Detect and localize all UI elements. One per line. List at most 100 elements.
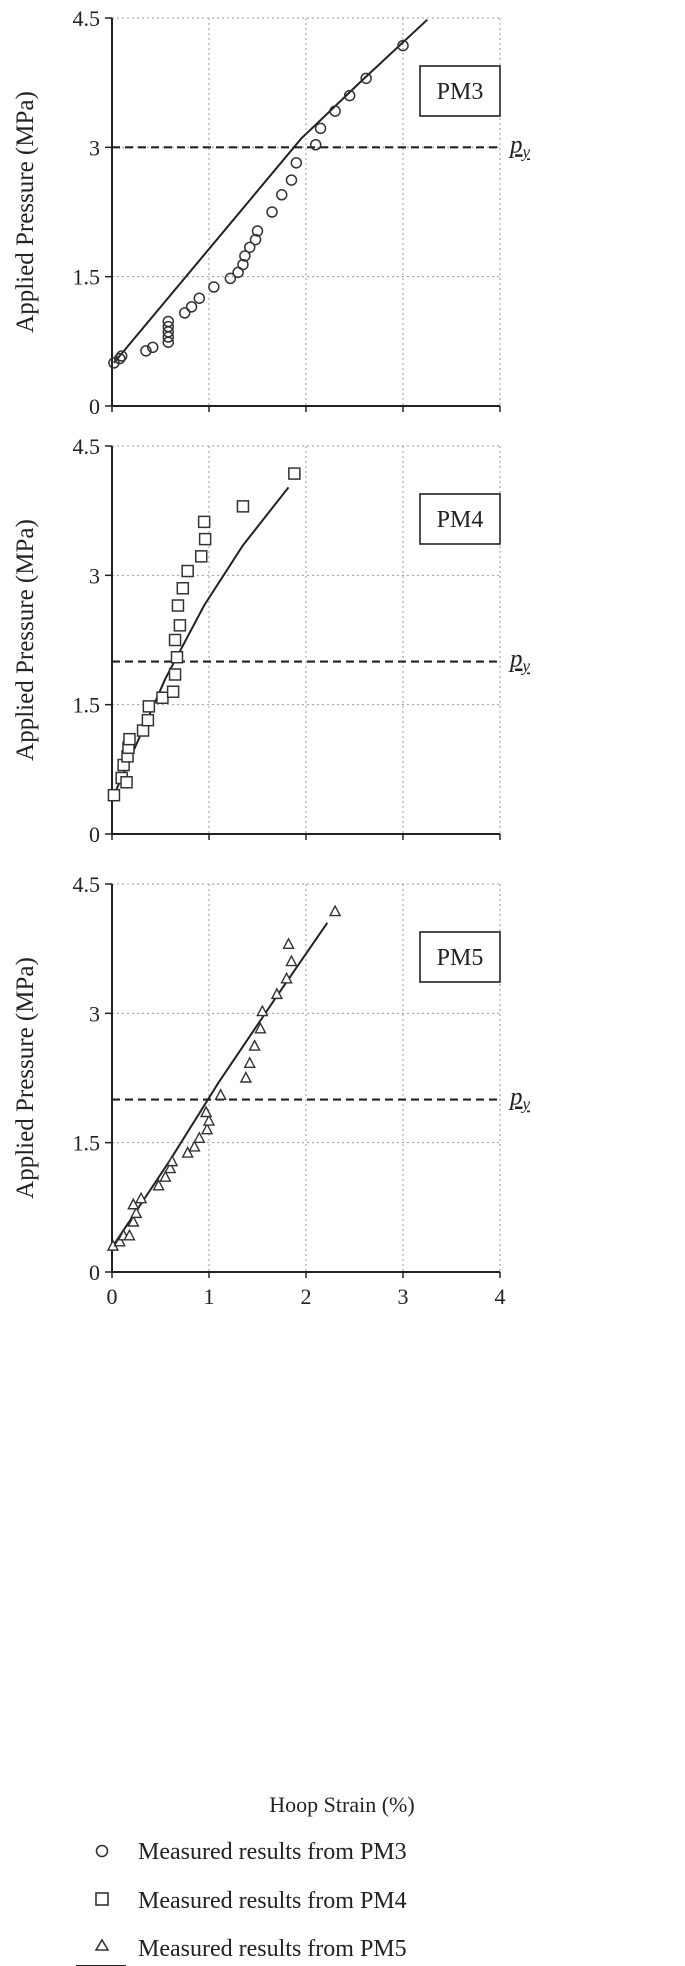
x-tick-label: 1: [204, 1284, 215, 1309]
data-point-pm3: [285, 174, 298, 186]
data-point-pm3: [179, 307, 191, 319]
data-point-pm3: [239, 250, 251, 262]
y-tick-label: 3: [89, 563, 100, 588]
legend-marker-circle: [95, 1844, 109, 1858]
data-point-pm3: [243, 241, 256, 254]
legend-label-pm3: Measured results from PM3: [138, 1839, 407, 1865]
data-point-pm5: [193, 1131, 206, 1144]
data-point-pm4: [168, 633, 182, 647]
legend-label-pm4: Measured results from PM4: [138, 1888, 407, 1914]
data-point-pm3: [249, 233, 262, 246]
theoretical-curve: [113, 18, 428, 364]
data-point-pm5: [282, 937, 295, 950]
data-point-pm4: [194, 550, 208, 563]
data-point-pm4: [120, 776, 133, 789]
data-point-pm3: [314, 122, 327, 135]
data-point-pm4: [176, 582, 190, 595]
data-point-pm5: [130, 1206, 143, 1219]
data-point-pm5: [248, 1039, 261, 1051]
data-point-pm5: [239, 1070, 253, 1083]
yield-pressure-label: py: [508, 1084, 531, 1114]
data-point-pm3: [309, 138, 322, 151]
data-point-pm3: [140, 345, 152, 357]
data-point-pm5: [164, 1161, 177, 1174]
data-point-pm5: [256, 1004, 269, 1017]
data-point-pm3: [162, 315, 175, 328]
yield-pressure-label: py: [508, 646, 531, 676]
y-tick-label: 1.5: [73, 1131, 101, 1156]
y-tick-label: 4.5: [73, 6, 101, 31]
data-point-pm4: [198, 532, 212, 546]
y-axis-label: Applied Pressure (MPa): [12, 519, 39, 761]
data-point-pm3: [397, 39, 409, 52]
data-point-pm3: [251, 225, 264, 237]
data-point-pm4: [141, 713, 155, 727]
data-point-pm3: [237, 258, 249, 271]
y-tick-label: 4.5: [73, 872, 101, 897]
y-tick-label: 0: [89, 394, 100, 419]
y-tick-label: 3: [89, 1001, 100, 1026]
data-point-pm5: [113, 1234, 126, 1247]
data-point-pm5: [200, 1122, 214, 1135]
theoretical-curve: [112, 922, 329, 1247]
y-tick-label: 0: [89, 1260, 100, 1285]
x-tick-label: 0: [107, 1284, 118, 1309]
data-point-pm3: [276, 189, 288, 201]
y-tick-label: 1.5: [73, 265, 101, 290]
data-point-pm3: [224, 272, 237, 285]
panel-pm3: 0 1.5 3 4.5 Applied Pressure (MPa) py PM3: [12, 6, 531, 419]
y-axis-label: Applied Pressure (MPa): [12, 957, 39, 1199]
data-point-pm5: [285, 954, 298, 967]
data-point-pm3: [114, 352, 126, 365]
data-point-pm4: [171, 599, 185, 612]
yield-pressure-subscript: y: [521, 657, 531, 676]
yield-pressure-label: py: [508, 131, 531, 161]
y-tick-label: 3: [89, 135, 100, 160]
data-point-pm3: [185, 301, 198, 313]
data-point-pm5: [270, 987, 284, 1000]
data-point-pm4: [173, 619, 187, 632]
panel-pm4: 0 1.5 3 4.5 Applied Pressure (MPa) py PM4: [12, 434, 531, 847]
data-point-pm5: [328, 904, 342, 917]
yield-pressure-subscript: y: [521, 142, 531, 161]
data-point-pm4: [168, 668, 182, 681]
data-point-pm5: [199, 1105, 213, 1118]
chart-panels: 0 1.5 3 4.5 Applied Pressure (MPa) py PM3 0 1.5 3…: [12, 6, 531, 1309]
data-point-pm5: [159, 1170, 172, 1182]
data-point-pm4: [142, 700, 156, 713]
data-point-pm4: [107, 788, 121, 802]
x-axis-label: Hoop Strain (%): [269, 1792, 414, 1817]
data-point-pm5: [123, 1228, 136, 1241]
panel-label: PM5: [437, 945, 484, 971]
data-point-pm3: [162, 320, 175, 333]
x-tick-label: 2: [301, 1284, 312, 1309]
data-point-pm5: [254, 1021, 267, 1034]
data-point-pm3: [329, 105, 341, 117]
y-axis-label: Applied Pressure (MPa): [12, 91, 39, 333]
panel-label: PM4: [437, 507, 484, 533]
y-tick-label: 0: [89, 822, 100, 847]
x-tick-label: 3: [398, 1284, 409, 1309]
data-point-pm3: [146, 341, 159, 354]
data-point-pm5: [214, 1088, 227, 1100]
x-tick-label: 4: [495, 1284, 506, 1309]
panel-label-box: [419, 493, 501, 545]
panel-label: PM3: [437, 79, 484, 105]
data-point-pm4: [236, 500, 250, 513]
data-point-pm4: [170, 650, 184, 664]
panel-label-box: [419, 931, 501, 983]
data-point-pm3: [266, 206, 278, 218]
data-point-pm4: [197, 515, 211, 529]
panel-label-box: [419, 65, 501, 117]
legend: Measured results from PM3 Measured resul…: [76, 1839, 407, 1966]
data-point-pm4: [288, 467, 301, 480]
yield-pressure-subscript: y: [521, 1095, 531, 1114]
legend-label-pm5: Measured results from PM5: [138, 1936, 407, 1962]
y-tick-label: 1.5: [73, 693, 101, 718]
data-point-pm5: [243, 1056, 256, 1069]
data-point-pm3: [343, 89, 356, 102]
data-point-pm4: [123, 732, 136, 746]
data-point-pm5: [181, 1146, 194, 1158]
panel-pm5: 0 1.5 3 4.5 0 1 2 3 4 Applied Pressure (MPa) py PM5: [12, 872, 531, 1309]
